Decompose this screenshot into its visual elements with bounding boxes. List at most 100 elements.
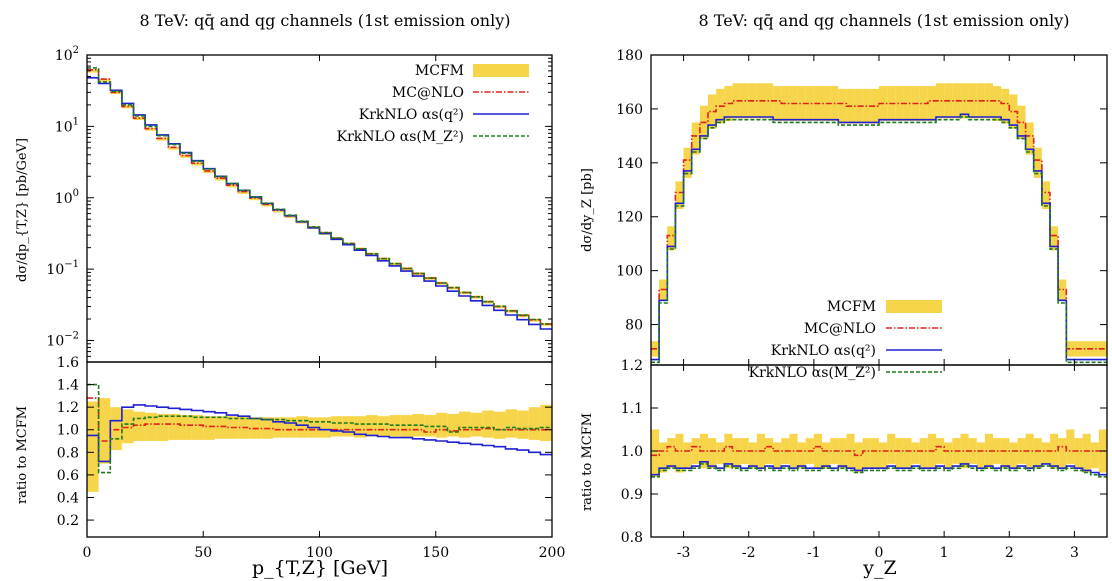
ratio-band-bin bbox=[377, 416, 390, 437]
ratio-band-bin bbox=[887, 433, 896, 464]
y-tick-label: 0.6 bbox=[57, 468, 79, 484]
ratio-band-bin bbox=[400, 415, 413, 438]
right-ratio-ylabel: ratio to MCFM bbox=[580, 413, 595, 511]
ratio-band-bin bbox=[667, 438, 676, 469]
mcfm-band-bin bbox=[708, 94, 717, 129]
mcfm-band-bin bbox=[936, 83, 945, 119]
right-panel: 8 TeV: qq̄ and qg channels (1st emission… bbox=[580, 11, 1108, 579]
ratio-band-bin bbox=[1066, 429, 1075, 464]
ratio-band-bin bbox=[708, 438, 717, 469]
mcfm-band-bin bbox=[1017, 105, 1026, 140]
y-tick-label: 10−1 bbox=[46, 259, 79, 278]
right-xlabel: y_Z bbox=[862, 557, 896, 579]
x-tick-label: 0 bbox=[875, 545, 884, 561]
right-title: 8 TeV: qq̄ and qg channels (1st emission… bbox=[699, 11, 1070, 30]
y-tick-label: 80 bbox=[625, 318, 643, 334]
ratio-band-bin bbox=[1033, 438, 1042, 469]
ratio-band-bin bbox=[960, 433, 969, 469]
ratio-band-bin bbox=[470, 412, 483, 437]
right-main-plot: 80 100 120 140 160 180 MCFM MC@NLO KrkNLO αs(q²)… bbox=[616, 48, 1108, 381]
series-line-krknlo bbox=[651, 116, 1107, 364]
legend-label: MCFM bbox=[415, 63, 464, 79]
ratio-band-bin bbox=[984, 433, 993, 469]
ratio-band-bin bbox=[870, 438, 879, 469]
mcfm-band-bin bbox=[1050, 226, 1059, 251]
ratio-band-bin bbox=[284, 417, 297, 438]
mcfm-band-bin bbox=[87, 69, 99, 73]
mcfm-band-bin bbox=[1025, 122, 1034, 155]
mcfm-band-bin bbox=[389, 262, 401, 266]
ratio-band-bin bbox=[528, 407, 541, 440]
right-ratio-plot: -3 -2 -1 0 1 2 3 0.8 0.9 1.0 1.1 1.2 bbox=[621, 358, 1108, 561]
ratio-band-bin bbox=[936, 438, 945, 464]
ratio-band-bin bbox=[1058, 438, 1067, 469]
y-tick-label: 1.4 bbox=[57, 378, 79, 394]
mcfm-band-bin bbox=[1033, 147, 1042, 178]
legend: MCFM MC@NLO KrkNLO αs(q²) KrkNLO αs(M_Z²) bbox=[749, 299, 942, 381]
ratio-band-bin bbox=[732, 438, 741, 469]
y-tick-exponent: 2 bbox=[73, 45, 79, 56]
ratio-line-krknlo bbox=[87, 404, 552, 463]
ratio-band-bin bbox=[1009, 442, 1018, 469]
ratio-band-bin bbox=[366, 415, 378, 437]
x-tick-label: 150 bbox=[422, 545, 449, 561]
ratio-band-bin bbox=[517, 410, 529, 439]
mcfm-band-bin bbox=[765, 83, 774, 119]
ratio-band-bin bbox=[1050, 433, 1059, 469]
mcfm-band-bin bbox=[903, 86, 912, 121]
mcfm-band-bin bbox=[691, 122, 700, 155]
ratio-band-bin bbox=[412, 413, 425, 437]
ratio-band-bin bbox=[1001, 438, 1010, 469]
ratio-line-krknlo bbox=[651, 461, 1107, 476]
ratio-band-bin bbox=[765, 438, 774, 464]
ratio-band-bin bbox=[319, 417, 332, 438]
legend-label: KrkNLO αs(q²) bbox=[359, 107, 464, 123]
ratio-line-krknlo bbox=[87, 383, 552, 474]
y-tick-label: 1.6 bbox=[57, 355, 79, 371]
ratio-band-bin bbox=[813, 433, 822, 469]
x-tick-label: -1 bbox=[807, 545, 821, 561]
legend-label: KrkNLO αs(M_Z²) bbox=[337, 129, 464, 145]
ratio-band-bin bbox=[110, 407, 122, 451]
left-ratio-plot: 0 50 100 150 200 0.2 0.4 0.6 0.8 1.0 1.2 1.4 1.6 bbox=[57, 355, 566, 561]
y-tick-label: 140 bbox=[616, 156, 643, 172]
mcfm-band-bin bbox=[838, 88, 847, 124]
right-main-ylabel: dσ/dy_Z [pb] bbox=[580, 168, 595, 252]
mcfm-band-bin bbox=[145, 127, 157, 131]
mcfm-band-bin bbox=[805, 86, 814, 121]
ratio-band-bin bbox=[862, 438, 871, 469]
ratio-band-bin bbox=[724, 433, 733, 469]
legend-label: KrkNLO αs(M_Z²) bbox=[749, 365, 876, 381]
ratio-band-bin bbox=[1082, 433, 1091, 473]
x-tick-label: 0 bbox=[83, 545, 92, 561]
ratio-band-bin bbox=[156, 413, 169, 442]
ratio-band-bin bbox=[389, 415, 401, 437]
ratio-band-bin bbox=[296, 416, 308, 438]
y-tick-label: 101 bbox=[55, 116, 79, 135]
ratio-band-bin bbox=[87, 401, 99, 492]
y-tick-label: 100 bbox=[616, 264, 643, 280]
mcfm-band-bin bbox=[1041, 181, 1050, 209]
left-ratio-ylabel: ratio to MCFM bbox=[15, 406, 30, 504]
y-tick-label: 0.8 bbox=[621, 530, 643, 546]
ratio-band-bin bbox=[540, 404, 552, 442]
ratio-band-bin bbox=[180, 415, 192, 440]
ratio-band-bin bbox=[342, 416, 355, 437]
ratio-band-bin bbox=[1090, 442, 1099, 469]
ratio-band-bin bbox=[919, 438, 928, 469]
x-tick-label: 50 bbox=[194, 545, 212, 561]
x-tick-label: 2 bbox=[1005, 545, 1014, 561]
ratio-band-bin bbox=[191, 415, 204, 440]
main-data-layer bbox=[651, 83, 1107, 364]
mcfm-band-bin bbox=[683, 147, 692, 178]
legend: MCFM MC@NLO KrkNLO αs(q²) KrkNLO αs(M_Z²) bbox=[337, 63, 529, 145]
left-main-ylabel: dσ/dp_{T,Z} [pb/GeV] bbox=[15, 138, 30, 282]
ratio-band-bin bbox=[1074, 438, 1083, 469]
mcfm-band-bin bbox=[168, 146, 180, 150]
ratio-line-krknlo bbox=[651, 463, 1107, 478]
left-xlabel: p_{T,Z} [GeV] bbox=[252, 557, 388, 579]
ratio-data-layer bbox=[651, 429, 1107, 478]
series-line-krknlo bbox=[87, 67, 552, 325]
ratio-band-bin bbox=[459, 411, 471, 438]
